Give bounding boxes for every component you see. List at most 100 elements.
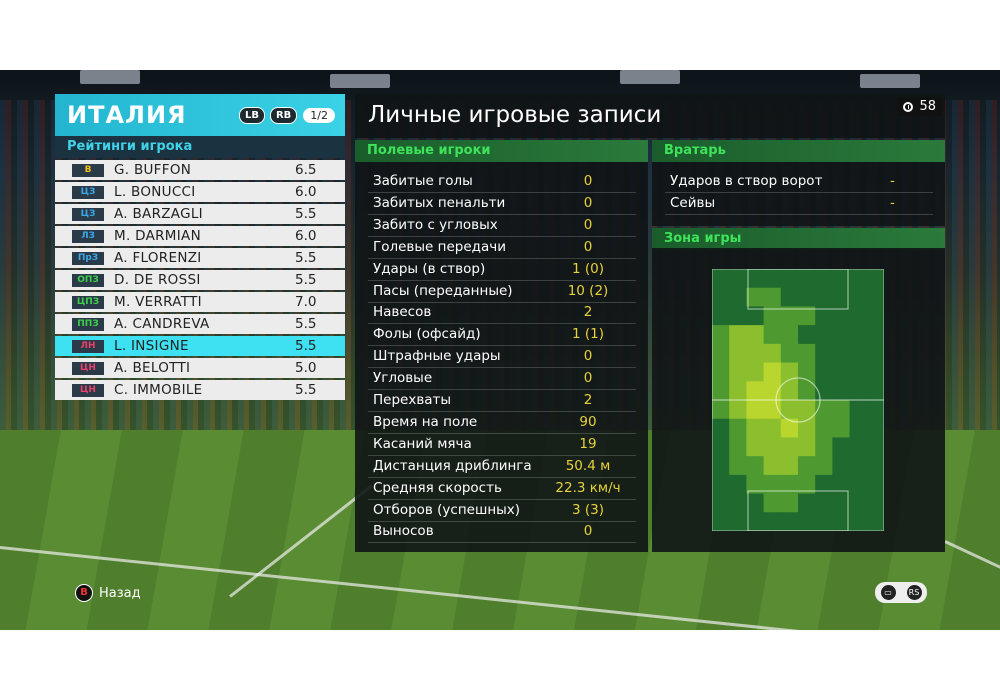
records-header: Личные игровые записи 58 [355, 94, 945, 138]
heatmap-cell [746, 306, 765, 326]
heatmap-cell [849, 493, 868, 513]
stat-label: Перехваты [373, 392, 452, 408]
heatmap-cell [712, 287, 730, 307]
player-row[interactable]: ОПЗ D. DE ROSSI 5.5 [55, 270, 345, 290]
player-row[interactable]: ЦН C. IMMOBILE 5.5 [55, 380, 345, 400]
heatmap-cell [798, 512, 816, 531]
stat-label: Выносов [373, 523, 434, 540]
stat-label: Пасы (переданные) [373, 282, 513, 299]
player-row[interactable]: ЦН A. BELOTTI 5.0 [55, 358, 345, 378]
heatmap-cell [832, 306, 851, 326]
player-rating: 6.5 [295, 162, 317, 178]
goalkeeper-stats-box: Ударов в створ ворот - Сейвы - [652, 162, 945, 226]
stat-label: Голевые передачи [373, 238, 507, 255]
heatmap-cell [746, 362, 765, 382]
stat-row: Угловые 0 [368, 368, 636, 391]
heatmap-cell [849, 325, 868, 345]
position-badge: ЦЗ [72, 207, 104, 221]
pitch-marking [775, 377, 821, 423]
heatmap-cell [832, 269, 851, 289]
player-row[interactable]: ЛН L. INSIGNE 5.5 [55, 336, 345, 356]
heatmap-cell [746, 437, 765, 457]
stat-label: Касаний мяча [373, 435, 472, 452]
stat-row: Время на поле 90 [368, 412, 636, 434]
rb-button[interactable]: RB [269, 106, 298, 124]
stat-row: Удары (в створ) 1 (0) [368, 259, 636, 281]
team-name: ИТАЛИЯ [67, 101, 187, 129]
heatmap-cell [866, 437, 884, 457]
stadium-light [860, 74, 920, 88]
heatmap-cell [746, 343, 765, 364]
heatmap-cell [746, 325, 765, 345]
heatmap-cell [729, 343, 747, 364]
heatmap-cell [763, 269, 782, 289]
heatmap-cell [780, 512, 799, 531]
stadium-light [330, 74, 390, 88]
stat-value: 19 [579, 435, 597, 452]
position-badge: В [72, 163, 104, 177]
heatmap-cell [815, 493, 833, 513]
player-row[interactable]: ПрЗ A. FLORENZI 5.5 [55, 248, 345, 268]
rs-control[interactable]: ▭ RS [875, 582, 927, 603]
rs-button-icon: RS [906, 585, 922, 600]
heatmap-cell [815, 343, 833, 364]
stat-row: Штрафные удары 0 [368, 346, 636, 369]
heatmap-cell [746, 381, 765, 401]
player-rating: 7.0 [295, 294, 317, 310]
heatmap-cell [780, 362, 799, 382]
position-badge: ЛЗ [72, 229, 104, 243]
stadium-light [80, 70, 140, 84]
back-control[interactable]: B Назад [75, 584, 141, 602]
heatmap-cell [746, 512, 765, 531]
player-row[interactable]: ЦЗ A. BARZAGLI 5.5 [55, 204, 345, 224]
player-rating: 5.0 [295, 360, 317, 376]
heatmap-cell [815, 362, 833, 382]
position-badge: ЦЗ [72, 185, 104, 199]
stat-value: 0 [583, 194, 593, 211]
stat-label: Сейвы [670, 195, 716, 211]
player-rating: 6.0 [295, 228, 317, 244]
gk-stat-row: Сейвы - [665, 193, 933, 215]
heatmap-cell [712, 474, 730, 495]
player-name: A. BELOTTI [114, 360, 191, 376]
heatmap-cell [729, 474, 747, 495]
stat-row: Голевые передачи 0 [368, 237, 636, 259]
heatmap-cell [832, 362, 851, 382]
stat-row: Навесов 2 [368, 302, 636, 325]
team-header: ИТАЛИЯ LB RB 1/2 [55, 94, 345, 136]
heatmap-cell [729, 418, 747, 438]
player-row[interactable]: ЛЗ M. DARMIAN 6.0 [55, 226, 345, 246]
heatmap-cell [729, 269, 747, 289]
heatmap-cell [866, 456, 884, 476]
stat-value: 22.3 км/ч [555, 479, 621, 496]
heatmap-cell [712, 381, 730, 401]
heatmap-cell [866, 474, 884, 495]
heatmap-cell [832, 287, 851, 307]
player-rating: 5.5 [295, 338, 317, 354]
player-name: A. FLORENZI [114, 250, 202, 266]
pitch-marking [747, 490, 849, 531]
heatmap-cell [780, 381, 799, 401]
stat-label: Навесов [373, 304, 432, 321]
player-name: C. IMMOBILE [114, 382, 203, 398]
heatmap-cell [729, 437, 747, 457]
heatmap-cell [712, 343, 730, 364]
player-row[interactable]: В G. BUFFON 6.5 [55, 160, 345, 180]
lb-button[interactable]: LB [238, 106, 265, 124]
heatmap-cell [780, 437, 799, 457]
heatmap-cell [815, 456, 833, 476]
heatmap-cell [712, 306, 730, 326]
player-row[interactable]: ЦЗ L. BONUCCI 6.0 [55, 182, 345, 202]
heatmap-cell [866, 325, 884, 345]
heatmap-cell [780, 418, 799, 438]
player-row[interactable]: ППЗ A. CANDREVA 5.5 [55, 314, 345, 334]
stat-label: Забитых пенальти [373, 194, 506, 211]
heatmap-cell [763, 287, 782, 307]
heatmap-cell [763, 512, 782, 531]
player-row[interactable]: ЦПЗ M. VERRATTI 7.0 [55, 292, 345, 312]
heatmap-cell [780, 325, 799, 345]
heatmap-cell [866, 287, 884, 307]
stat-row: Фолы (офсайд) 1 (1) [368, 324, 636, 347]
stat-value: - [890, 173, 895, 189]
player-name: G. BUFFON [114, 162, 192, 178]
